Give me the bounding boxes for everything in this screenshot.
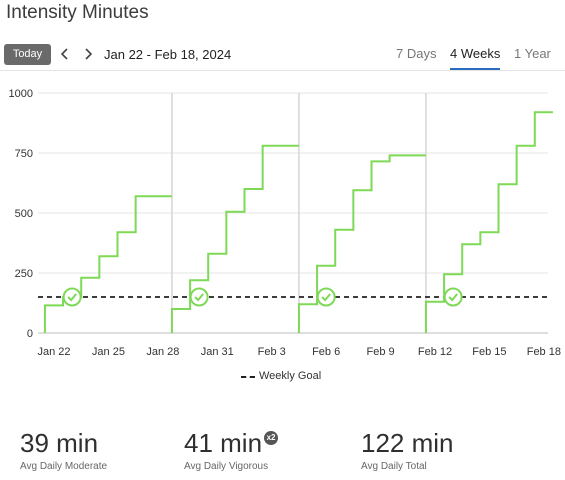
goal-met-marker xyxy=(189,287,209,307)
x-tick-label: Feb 3 xyxy=(258,346,286,358)
x-tick-label: Jan 28 xyxy=(146,346,179,358)
y-tick-label: 500 xyxy=(15,208,33,220)
goal-met-marker xyxy=(316,287,336,307)
week-2-minutes-line xyxy=(170,144,299,333)
toolbar-divider xyxy=(0,70,565,71)
previous-period-button[interactable] xyxy=(56,42,74,66)
stat-value-text: 41 min xyxy=(184,428,263,458)
tab-4-weeks[interactable]: 4 Weeks xyxy=(450,46,501,70)
x-tick-label: Jan 25 xyxy=(92,346,125,358)
weekly-goal-legend-label: Weekly Goal xyxy=(259,370,322,382)
avg-daily-vigorous-stat: 41 min x2 Avg Daily Vigorous xyxy=(184,428,279,472)
x-tick-label: Jan 31 xyxy=(201,346,234,358)
today-button[interactable]: Today xyxy=(4,44,51,65)
week-3-minutes-line xyxy=(297,154,426,333)
stat-label: Avg Daily Vigorous xyxy=(184,461,269,472)
x-tick-label: Feb 12 xyxy=(418,346,452,358)
stat-value: 122 min xyxy=(361,428,454,458)
stat-label: Avg Daily Moderate xyxy=(20,461,108,472)
avg-daily-total-stat: 122 min Avg Daily Total xyxy=(361,428,454,472)
week-4-minutes-line xyxy=(424,111,553,333)
tab-1-year[interactable]: 1 Year xyxy=(514,46,551,61)
stat-label: Avg Daily Total xyxy=(361,461,427,472)
checkmark-icon xyxy=(194,293,204,302)
intensity-chart: 0 250 500 750 1000 Jan 22 Jan 25 Jan 28 Jan 31 Fe… xyxy=(9,88,561,358)
x-tick-label: Feb 15 xyxy=(472,346,506,358)
avg-daily-moderate-stat: 39 min Avg Daily Moderate xyxy=(20,428,107,472)
next-period-button[interactable] xyxy=(79,42,97,66)
checkmark-icon xyxy=(448,293,458,302)
y-tick-label: 250 xyxy=(15,268,33,280)
chevron-left-icon xyxy=(60,48,68,60)
date-range-label: Jan 22 - Feb 18, 2024 xyxy=(104,47,232,62)
stat-value: 41 min x2 xyxy=(184,428,279,459)
stat-value: 39 min xyxy=(20,428,99,458)
y-tick-label: 0 xyxy=(27,328,33,340)
x-tick-label: Jan 22 xyxy=(37,346,70,358)
goal-met-marker xyxy=(62,287,82,307)
multiplier-badge: x2 xyxy=(264,431,279,445)
goal-met-marker xyxy=(443,287,463,307)
y-tick-label: 750 xyxy=(15,148,33,160)
checkmark-icon xyxy=(67,293,77,302)
date-toolbar: Today Jan 22 - Feb 18, 2024 7 Days 4 Wee… xyxy=(0,42,565,70)
x-tick-label: Feb 9 xyxy=(367,346,395,358)
tab-7-days[interactable]: 7 Days xyxy=(396,46,437,61)
x-tick-label: Feb 18 xyxy=(527,346,561,358)
checkmark-icon xyxy=(321,293,331,302)
page-title: Intensity Minutes xyxy=(6,2,149,23)
y-tick-label: 1000 xyxy=(9,88,33,100)
week-1-minutes-line xyxy=(43,195,172,333)
chevron-right-icon xyxy=(85,48,93,60)
weekly-goal-legend-line xyxy=(241,376,255,378)
x-tick-label: Feb 6 xyxy=(312,346,340,358)
